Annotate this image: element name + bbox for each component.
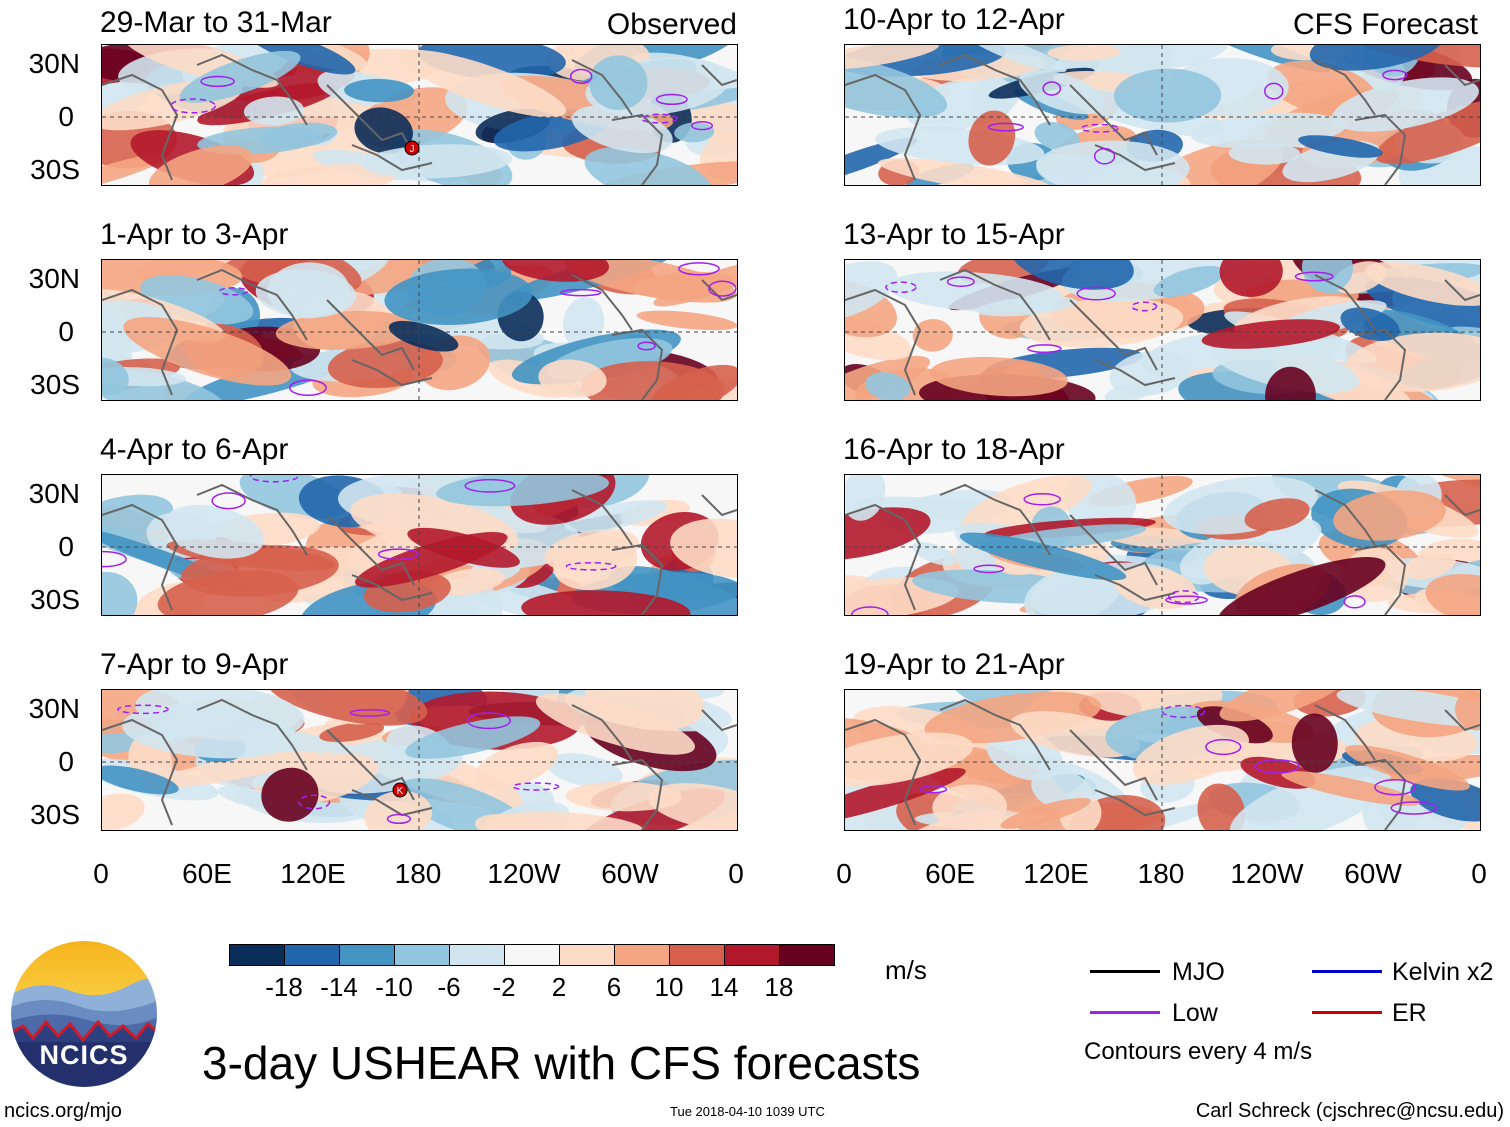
colorbar-tick-label: -18: [265, 972, 303, 1002]
map-panel-1: J: [101, 44, 738, 186]
colorbar-swatch: [614, 944, 670, 966]
colorbar-swatch: [339, 944, 395, 966]
contours-note: Contours every 4 m/s: [1084, 1038, 1313, 1065]
colorbar-swatch: [394, 944, 450, 966]
lon-label-0-right: 0: [836, 858, 852, 889]
lon-label-120e-left: 120E: [280, 858, 346, 889]
panel-title-3: 1-Apr to 3-Apr: [100, 218, 289, 251]
colorbar-tick-label: 2: [551, 972, 567, 1002]
colorbar-swatch: [229, 944, 285, 966]
main-title: 3-day USHEAR with CFS forecasts: [202, 1037, 921, 1089]
legend-label-low: Low: [1172, 999, 1218, 1027]
lat-label-eq: 0: [58, 101, 74, 132]
colorbar-swatch: [779, 944, 835, 966]
panel-title-8: 19-Apr to 21-Apr: [843, 648, 1065, 681]
colorbar-swatch: [504, 944, 560, 966]
lat-label-30s: 30S: [30, 154, 80, 185]
storm-marker: J: [404, 140, 420, 156]
lat-label-30s: 30S: [30, 799, 80, 830]
units-label: m/s: [885, 955, 927, 985]
panel-title-1: 29-Mar to 31-Mar: [100, 6, 332, 39]
lat-label-eq: 0: [58, 316, 74, 347]
logo-text: NCICS: [39, 1040, 129, 1070]
map-panel-8: [844, 689, 1481, 831]
lon-label-60w-left: 60W: [601, 858, 659, 889]
map-panel-4: [844, 259, 1481, 401]
footer-url[interactable]: ncics.org/mjo: [4, 1100, 122, 1122]
footer-credit: Carl Schreck (cjschrec@ncsu.edu): [1195, 1100, 1504, 1122]
colorbar-swatch: [669, 944, 725, 966]
lon-label-60e-right: 60E: [925, 858, 975, 889]
map-panel-2: [844, 44, 1481, 186]
map-panel-6: [844, 474, 1481, 616]
colorbar-swatch: [449, 944, 505, 966]
legend-line-low: [1090, 1011, 1160, 1014]
colorbar-swatch: [724, 944, 780, 966]
lat-label-eq: 0: [58, 531, 74, 562]
lon-label-60e-left: 60E: [182, 858, 232, 889]
map-panel-3: [101, 259, 738, 401]
panel-title-7: 7-Apr to 9-Apr: [100, 648, 289, 681]
colorbar-tick-label: -14: [320, 972, 358, 1002]
colorbar-tick-label: 18: [764, 972, 794, 1002]
legend-label-er: ER: [1392, 999, 1427, 1027]
lon-label-0-right-edge: 0: [728, 858, 744, 889]
colorbar-tick-label: -6: [437, 972, 461, 1002]
colorbar-swatch: [559, 944, 615, 966]
legend-label-mjo: MJO: [1172, 958, 1225, 986]
panel-title-4: 13-Apr to 15-Apr: [843, 218, 1065, 251]
map-panel-7: K: [101, 689, 738, 831]
legend-label-kelvin: Kelvin x2: [1392, 958, 1494, 986]
panel-title-5: 4-Apr to 6-Apr: [100, 433, 289, 466]
panel-title-6: 16-Apr to 18-Apr: [843, 433, 1065, 466]
colorbar-tick-label: 10: [654, 972, 684, 1002]
lon-label-120e-right: 120E: [1023, 858, 1089, 889]
ncics-logo: NCICS: [8, 938, 160, 1090]
map-panel-5: [101, 474, 738, 616]
lat-label-30n: 30N: [28, 693, 80, 724]
cfs-forecast-label: CFS Forecast: [1292, 8, 1478, 41]
colorbar-tick-label: 6: [606, 972, 622, 1002]
lon-label-180-right: 180: [1137, 858, 1185, 889]
colorbar-swatch: [284, 944, 340, 966]
svg-text:K: K: [397, 786, 404, 797]
lat-label-30s: 30S: [30, 369, 80, 400]
lat-label-eq: 0: [58, 746, 74, 777]
lon-label-60w-right: 60W: [1344, 858, 1402, 889]
colorbar-tick-label: 14: [709, 972, 739, 1002]
legend-line-kelvin: [1312, 970, 1382, 973]
legend-line-mjo: [1090, 970, 1160, 973]
lon-label-180-left: 180: [394, 858, 442, 889]
lat-label-30s: 30S: [30, 584, 80, 615]
footer-timestamp: Tue 2018-04-10 1039 UTC: [670, 1104, 825, 1119]
lat-label-30n: 30N: [28, 263, 80, 294]
lat-label-30n: 30N: [28, 478, 80, 509]
legend-line-er: [1312, 1011, 1382, 1014]
panel-title-2: 10-Apr to 12-Apr: [843, 3, 1065, 36]
lon-label-120w-left: 120W: [487, 858, 561, 889]
lat-label-30n: 30N: [28, 48, 80, 79]
observed-label: Observed: [606, 8, 737, 41]
lon-label-0-left: 0: [93, 858, 109, 889]
lon-label-0-far-right: 0: [1471, 858, 1487, 889]
svg-text:J: J: [410, 144, 415, 155]
storm-marker: K: [392, 782, 408, 798]
lon-label-120w-right: 120W: [1230, 858, 1304, 889]
colorbar-tick-label: -2: [492, 972, 516, 1002]
colorbar-tick-label: -10: [375, 972, 413, 1002]
